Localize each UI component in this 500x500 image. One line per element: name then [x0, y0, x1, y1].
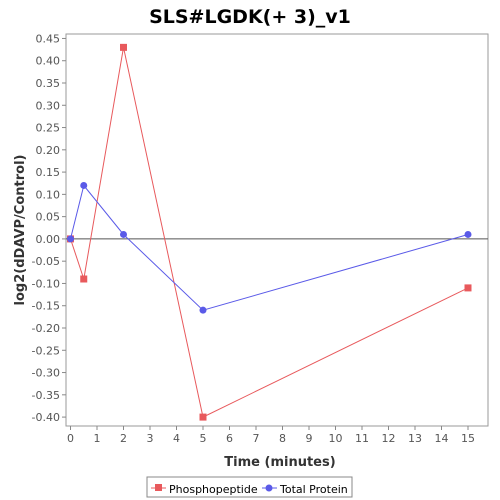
legend-label-total-protein: Total Protein	[279, 483, 348, 496]
data-point-phosphopeptide	[199, 413, 207, 421]
x-tick-label: 1	[94, 432, 101, 445]
y-tick-label: -0.35	[32, 389, 60, 402]
legend-marker-total-protein	[265, 484, 273, 492]
legend-marker-phosphopeptide	[155, 484, 162, 491]
x-tick-label: 5	[200, 432, 207, 445]
y-tick-label: -0.15	[32, 300, 60, 313]
x-tick-label: 12	[382, 432, 396, 445]
data-point-total-protein	[464, 230, 472, 238]
y-tick-label: 0.10	[36, 188, 61, 201]
y-tick-label: 0.25	[36, 122, 61, 135]
data-point-phosphopeptide	[80, 275, 88, 283]
data-point-total-protein	[80, 181, 88, 189]
y-axis: 0.45 0.40 0.35 0.30 0.25 0.20 0.15 0.10 0.05 0.00…	[32, 32, 66, 424]
y-tick-label: 0.45	[36, 32, 61, 45]
plot-area	[65, 33, 489, 427]
x-tick-label: 0	[67, 432, 74, 445]
x-tick-label: 2	[120, 432, 127, 445]
x-tick-label: 15	[461, 432, 475, 445]
y-tick-label: -0.40	[32, 411, 60, 424]
y-tick-label: 0.30	[36, 99, 61, 112]
legend-box	[146, 476, 353, 498]
x-axis: 0 1 2 3 4 5 6 7 8 9 10 11 12 13 14 15	[67, 426, 475, 445]
x-tick-label: 7	[253, 432, 260, 445]
y-tick-label: -0.25	[32, 344, 60, 357]
legend: Phosphopeptide Total Protein	[146, 476, 353, 498]
x-tick-label: 6	[226, 432, 233, 445]
y-tick-label: 0.20	[36, 144, 61, 157]
x-tick-label: 9	[306, 432, 313, 445]
y-tick-label: 0.15	[36, 166, 61, 179]
x-tick-label: 3	[147, 432, 154, 445]
y-tick-label: 0.05	[36, 211, 61, 224]
data-point-total-protein	[120, 230, 127, 238]
y-tick-label: -0.30	[32, 367, 60, 380]
x-tick-label: 13	[408, 432, 422, 445]
x-tick-label: 14	[435, 432, 449, 445]
x-tick-label: 4	[173, 432, 180, 445]
y-tick-label: -0.05	[32, 255, 60, 268]
x-tick-label: 8	[279, 432, 286, 445]
y-tick-label: -0.20	[32, 322, 60, 335]
y-tick-label: 0.00	[36, 233, 61, 246]
y-tick-label: 0.35	[36, 77, 61, 90]
legend-label-phosphopeptide: Phosphopeptide	[169, 483, 258, 496]
series-layer	[67, 43, 472, 421]
x-axis-label: Time (minutes)	[224, 455, 335, 470]
x-tick-label: 10	[329, 432, 343, 445]
data-point-total-protein	[67, 235, 74, 243]
y-tick-label: -0.10	[32, 277, 60, 290]
y-tick-label: 0.40	[36, 55, 61, 68]
data-point-phosphopeptide	[464, 284, 472, 292]
data-point-total-protein	[199, 306, 207, 314]
y-axis-label: log2(dDAVP/Control)	[13, 155, 28, 306]
data-point-phosphopeptide	[120, 43, 127, 51]
x-tick-label: 11	[355, 432, 369, 445]
chart-title: SLS#LGDK(+ 3)_v1	[149, 6, 351, 28]
